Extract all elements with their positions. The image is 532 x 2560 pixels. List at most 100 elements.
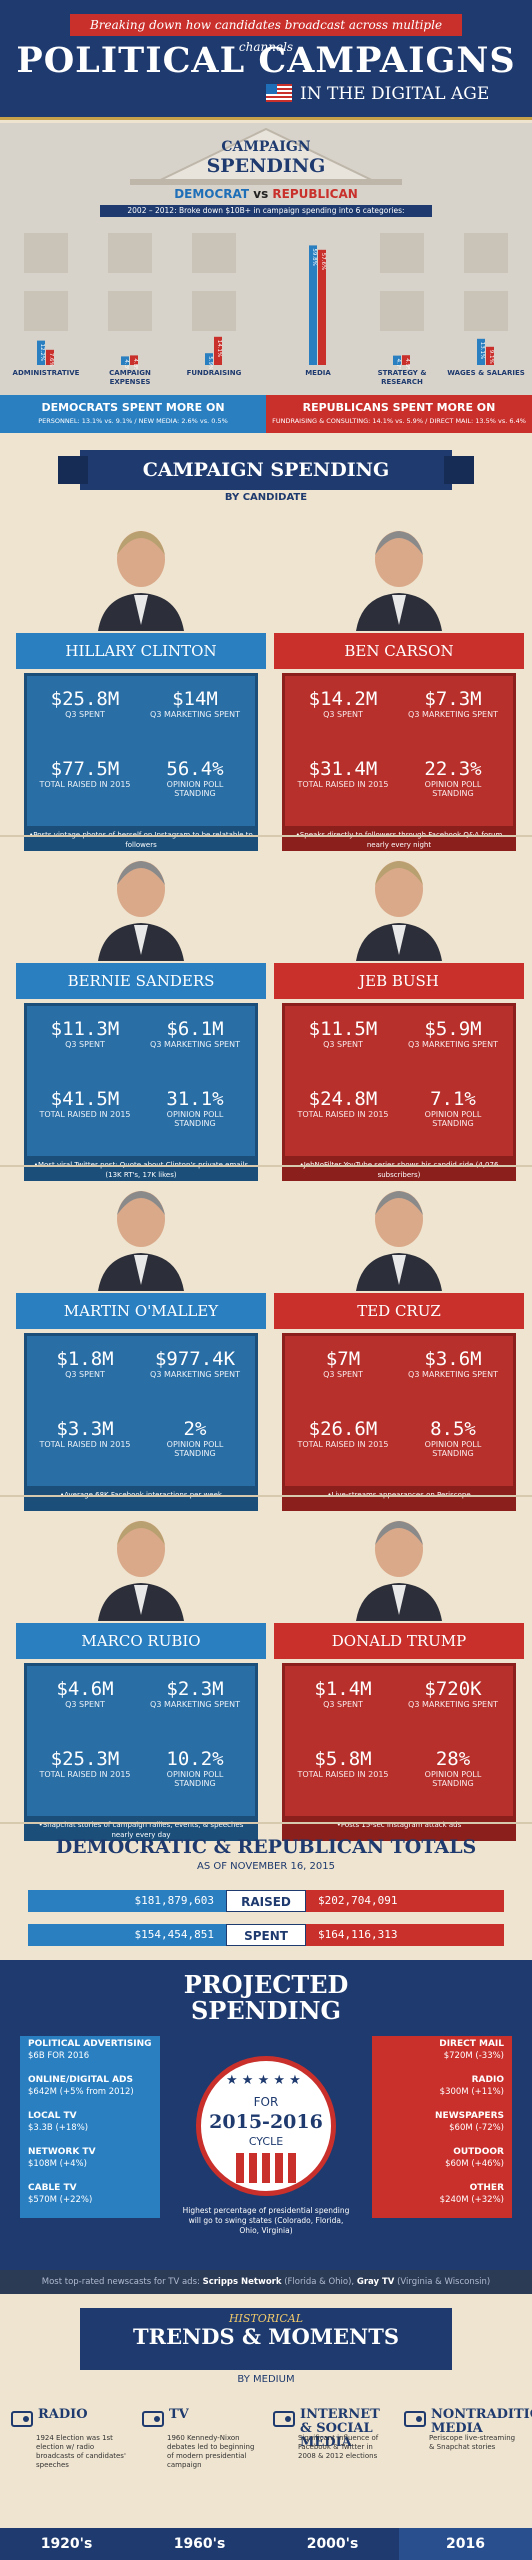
poll-standing-value: 56.4% xyxy=(166,758,224,780)
projected-item-label: OUTDOOR xyxy=(453,2147,504,2157)
q3-marketing-value: $7.3M xyxy=(424,688,482,710)
q3-spent-value: $11.5M xyxy=(308,1018,378,1040)
divider xyxy=(0,1495,532,1497)
radio-icon xyxy=(11,2411,33,2427)
q3-spent: $14.2M Q3 SPENT xyxy=(293,688,393,719)
candidate-note: •Snapchat stories of campaign rallies, e… xyxy=(24,1819,258,1841)
q3-spent-value: $1.8M xyxy=(56,1348,114,1370)
q3-marketing: $7.3M Q3 MARKETING SPENT xyxy=(403,688,503,719)
us-flag-icon xyxy=(266,84,292,102)
total-raised-label: TOTAL RAISED IN 2015 xyxy=(297,1440,389,1449)
poll-standing-value: 7.1% xyxy=(430,1088,476,1110)
poll-standing: 8.5% OPINION POLL STANDING xyxy=(403,1418,503,1458)
dem-spent-head: DEMOCRATS SPENT MORE ON xyxy=(41,401,225,414)
q3-spent: $7M Q3 SPENT xyxy=(293,1348,393,1379)
projected-item-left: POLITICAL ADVERTISING $6B FOR 2016 xyxy=(20,2036,160,2074)
category-label: STRATEGY & RESEARCH xyxy=(377,369,427,386)
candidate-portrait xyxy=(352,1505,446,1621)
building-window xyxy=(192,233,236,273)
total-raised-value: $26.6M xyxy=(308,1418,378,1440)
q3-marketing-value: $977.4K xyxy=(154,1348,236,1370)
candidate-portrait xyxy=(352,515,446,631)
q3-spent: $4.6M Q3 SPENT xyxy=(35,1678,135,1709)
era-name: NONTRADITIONAL MEDIA xyxy=(431,2407,532,2436)
projected-item-left: NETWORK TV $108M (+4%) xyxy=(20,2144,160,2182)
divider xyxy=(0,1822,532,1824)
total-raised-label: TOTAL RAISED IN 2015 xyxy=(297,1110,389,1119)
rep-bar-0 xyxy=(46,349,54,365)
stars-icon: ★ ★ ★ ★ ★ xyxy=(226,2073,301,2087)
q3-marketing-label: Q3 MARKETING SPENT xyxy=(150,710,240,719)
divider xyxy=(0,835,532,837)
total-raised-value: $24.8M xyxy=(308,1088,378,1110)
building-window xyxy=(24,233,68,273)
total-raised-value: $31.4M xyxy=(308,758,378,780)
building-window xyxy=(464,233,508,273)
candidate-portrait xyxy=(94,1175,188,1291)
poll-standing-label: OPINION POLL STANDING xyxy=(424,1440,482,1458)
projected-item-value: $720M (-33%) xyxy=(443,2051,504,2061)
total-raised: $26.6M TOTAL RAISED IN 2015 xyxy=(293,1418,393,1449)
candidate-name: JEB BUSH xyxy=(274,963,524,999)
era-name: INTERNET & SOCIAL MEDIA xyxy=(300,2407,380,2450)
q3-marketing: $3.6M Q3 MARKETING SPENT xyxy=(403,1348,503,1379)
by-candidate-banner: CAMPAIGN SPENDING xyxy=(58,450,474,490)
era-description: 1924 Election was 1st election w/ radio … xyxy=(36,2434,126,2469)
total-raised-value: $25.3M xyxy=(50,1748,120,1770)
rep-bar-3 xyxy=(318,249,326,365)
q3-spent-value: $25.8M xyxy=(50,688,120,710)
historical-subtitle: BY MEDIUM xyxy=(237,2374,295,2385)
spending-bar-chart: 12.2% 7.6% 4.3% 4.8% 5.9%14.1% 59.8% 57.6% 4.7%… xyxy=(0,219,532,369)
building-window xyxy=(24,291,68,331)
spending-categories: ADMINISTRATIVE CAMPAIGN EXPENSES FUNDRAISI… xyxy=(0,369,532,395)
poll-standing-value: 22.3% xyxy=(424,758,482,780)
projected-item-left: ONLINE/DIGITAL ADS $642M (+5% from 2012) xyxy=(20,2072,160,2110)
candidate-name: BERNIE SANDERS xyxy=(16,963,266,999)
dem-bar-label-0: 12.2% xyxy=(39,344,45,361)
projected-item-left: LOCAL TV $3.3B (+18%) xyxy=(20,2108,160,2146)
historical-title: TRENDS & MOMENTS xyxy=(132,2324,400,2349)
candidate-stats: $1.4M Q3 SPENT $720K Q3 MARKETING SPENT $5.8… xyxy=(282,1663,516,1819)
poll-standing-label: OPINION POLL STANDING xyxy=(424,780,482,798)
poll-standing: 22.3% OPINION POLL STANDING xyxy=(403,758,503,798)
q3-spent-label: Q3 SPENT xyxy=(323,1370,363,1379)
building-window xyxy=(380,291,424,331)
phone-icon xyxy=(404,2411,426,2427)
q3-spent-label: Q3 SPENT xyxy=(323,710,363,719)
q3-marketing-value: $2.3M xyxy=(166,1678,224,1700)
campaign-spending-title-line2: SPENDING xyxy=(206,155,326,177)
projected-item-label: ONLINE/DIGITAL ADS xyxy=(28,2075,133,2085)
spent-dem-value: $154,454,851 xyxy=(28,1924,228,1946)
dem-bar-label-2: 5.9% xyxy=(207,356,213,369)
raised-row: $181,879,603 $202,704,091 RAISED xyxy=(28,1890,504,1912)
poll-standing-label: OPINION POLL STANDING xyxy=(166,1110,224,1128)
candidate-stats: $14.2M Q3 SPENT $7.3M Q3 MARKETING SPENT $31… xyxy=(282,673,516,829)
q3-spent-label: Q3 SPENT xyxy=(323,1700,363,1709)
q3-spent: $1.8M Q3 SPENT xyxy=(35,1348,135,1379)
raised-rep-value: $202,704,091 xyxy=(304,1890,504,1912)
dem-vs-rep: DEMOCRAT vs REPUBLICAN xyxy=(0,187,532,201)
total-raised: $5.8M TOTAL RAISED IN 2015 xyxy=(293,1748,393,1779)
projected-item-right: OUTDOOR $60M (+46%) xyxy=(372,2144,512,2182)
projected-item-label: NEWSPAPERS xyxy=(435,2111,504,2121)
poll-standing: 31.1% OPINION POLL STANDING xyxy=(145,1088,245,1128)
spent-row: $154,454,851 $164,116,313 SPENT xyxy=(28,1924,504,1946)
poll-standing: 2% OPINION POLL STANDING xyxy=(145,1418,245,1458)
projected-item-value: $642M (+5% from 2012) xyxy=(28,2087,134,2097)
page-subtitle: IN THE DIGITAL AGE xyxy=(300,84,490,104)
q3-spent-value: $7M xyxy=(325,1348,361,1370)
building-window xyxy=(464,291,508,331)
q3-spent-label: Q3 SPENT xyxy=(65,1040,105,1049)
candidate-stats: $25.8M Q3 SPENT $14M Q3 MARKETING SPENT $77.… xyxy=(24,673,258,829)
rep-bar-label-1: 4.8% xyxy=(132,358,138,369)
top-news-network-1: Scripps Network xyxy=(202,2277,282,2287)
timeline: 1920's 1960's 2000's 2016 xyxy=(0,2528,532,2560)
dem-bar-label-4: 4.7% xyxy=(395,359,401,369)
republican-label: REPUBLICAN xyxy=(272,187,358,201)
building-window xyxy=(380,233,424,273)
raised-dem-value: $181,879,603 xyxy=(28,1890,228,1912)
q3-spent-label: Q3 SPENT xyxy=(65,710,105,719)
total-raised: $3.3M TOTAL RAISED IN 2015 xyxy=(35,1418,135,1449)
total-raised-label: TOTAL RAISED IN 2015 xyxy=(39,1110,131,1119)
candidate-name: MARCO RUBIO xyxy=(16,1623,266,1659)
